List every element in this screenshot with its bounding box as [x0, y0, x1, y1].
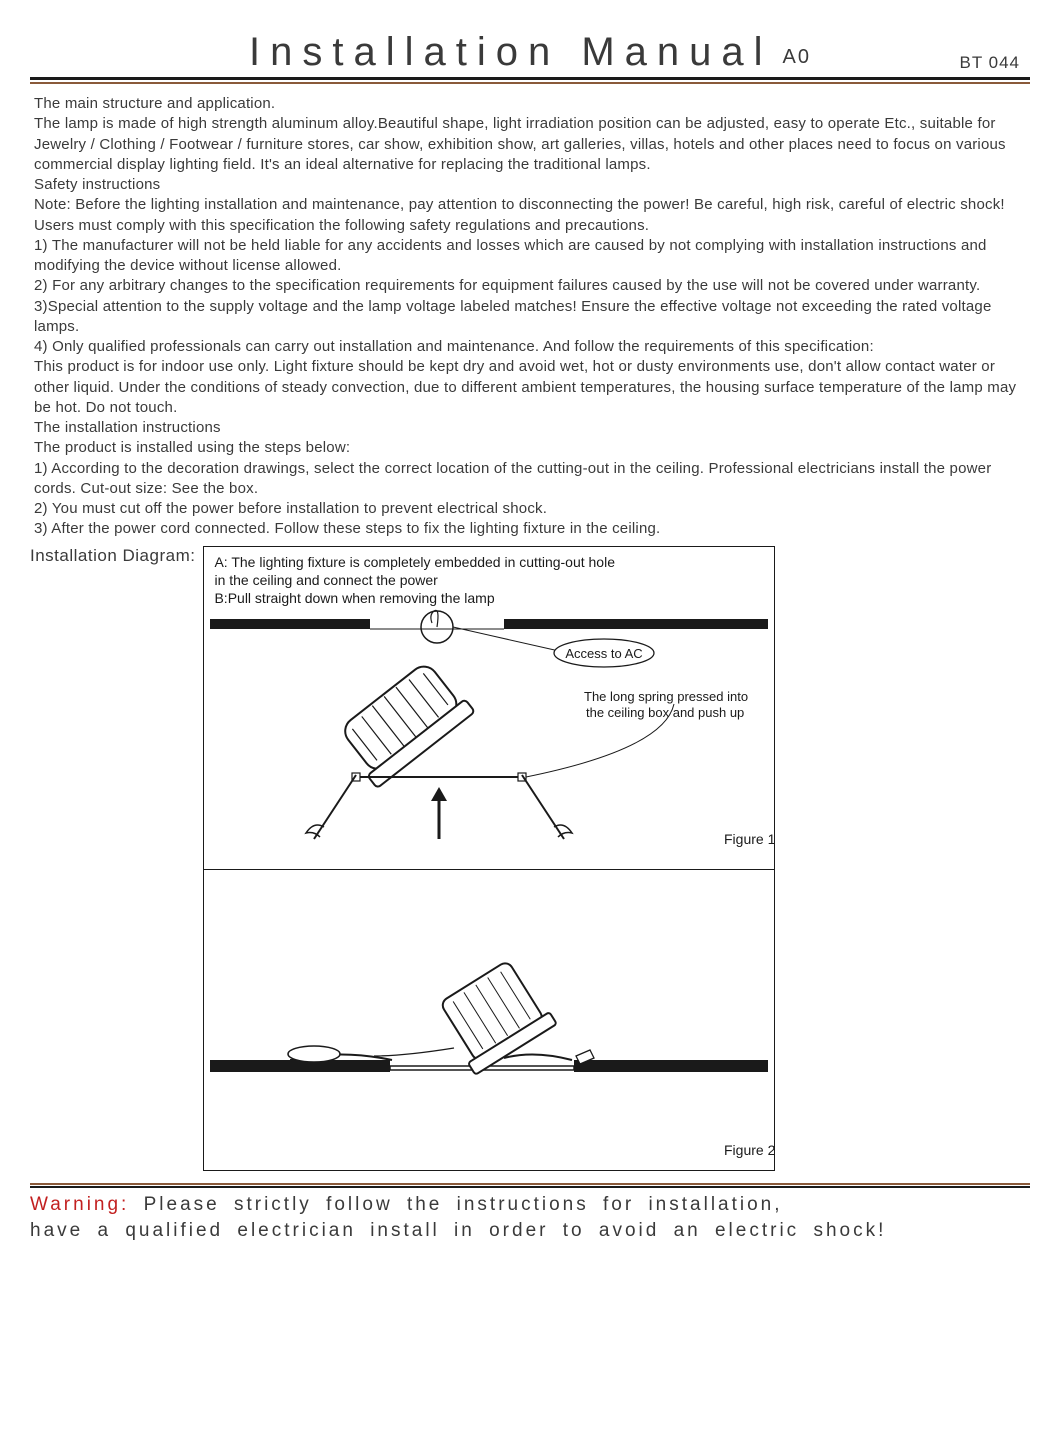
- safety-item-3: 3)Special attention to the supply voltag…: [34, 297, 1026, 338]
- figure-2-svg: Figure 2: [204, 870, 774, 1170]
- install-intro: The product is installed using the steps…: [34, 438, 1026, 458]
- doc-code: BT 044: [959, 53, 1020, 73]
- divider-brown-2: [30, 1183, 1030, 1185]
- divider-brown: [30, 82, 1030, 84]
- install-item-1: 1) According to the decoration drawings,…: [34, 459, 1026, 500]
- body-text: The main structure and application. The …: [30, 94, 1030, 540]
- safety-note: Note: Before the lighting installation a…: [34, 195, 1026, 236]
- callout-spring-2: the ceiling box and push up: [586, 705, 744, 720]
- divider-dark-2: [30, 1186, 1030, 1188]
- panel1-line-a2: in the ceiling and connect the power: [214, 571, 764, 589]
- callout-spring-1: The long spring pressed into: [584, 689, 748, 704]
- warning-prefix: Warning:: [30, 1194, 129, 1215]
- diagram-label: Installation Diagram:: [30, 546, 195, 566]
- figure-1-svg: Access to AC: [204, 609, 774, 869]
- warning-line-2: have a qualified electrician install in …: [30, 1220, 886, 1241]
- warning-line-1: Please strictly follow the instructions …: [129, 1194, 782, 1215]
- safety-item-4: 4) Only qualified professionals can carr…: [34, 337, 1026, 357]
- page-subcode: A0: [783, 46, 811, 69]
- diagram-box: A: The lighting fixture is completely em…: [203, 546, 775, 1172]
- figure-2-label: Figure 2: [724, 1142, 774, 1158]
- safety-heading: Safety instructions: [34, 175, 1026, 195]
- install-item-3: 3) After the power cord connected. Follo…: [34, 519, 1026, 539]
- diagram-panel-1: A: The lighting fixture is completely em…: [204, 547, 774, 871]
- panel1-line-b: B:Pull straight down when removing the l…: [214, 589, 764, 607]
- safety-item-1: 1) The manufacturer will not be held lia…: [34, 236, 1026, 277]
- header: Installation Manual A0 BT 044: [30, 30, 1030, 75]
- install-heading: The installation instructions: [34, 418, 1026, 438]
- structure-body: The lamp is made of high strength alumin…: [34, 114, 1026, 175]
- diagram-section: Installation Diagram: A: The lighting fi…: [30, 546, 1030, 1172]
- warning-block: Warning: Please strictly follow the inst…: [30, 1183, 1030, 1243]
- panel1-line-a: A: The lighting fixture is completely em…: [214, 553, 764, 571]
- warning-text: Warning: Please strictly follow the inst…: [30, 1192, 1030, 1243]
- install-item-2: 2) You must cut off the power before ins…: [34, 499, 1026, 519]
- divider-dark: [30, 77, 1030, 80]
- figure-1-label: Figure 1: [724, 831, 774, 847]
- callout-access-ac: Access to AC: [566, 646, 643, 661]
- panel1-caption: A: The lighting fixture is completely em…: [204, 547, 774, 610]
- page-title: Installation Manual: [249, 30, 773, 75]
- structure-heading: The main structure and application.: [34, 94, 1026, 114]
- diagram-panel-2: Figure 2: [204, 870, 774, 1170]
- safety-indoor: This product is for indoor use only. Lig…: [34, 357, 1026, 418]
- safety-item-2: 2) For any arbitrary changes to the spec…: [34, 276, 1026, 296]
